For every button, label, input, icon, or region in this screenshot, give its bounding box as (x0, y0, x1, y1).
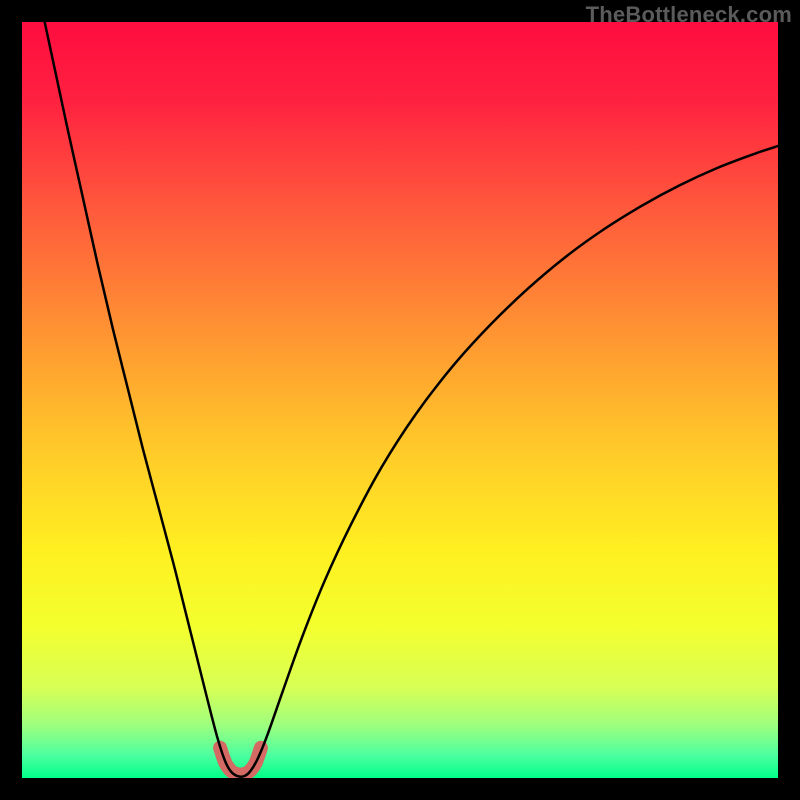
gradient-background (22, 22, 778, 778)
watermark-text: TheBottleneck.com (586, 2, 792, 28)
chart-stage: TheBottleneck.com (0, 0, 800, 800)
bottleneck-chart (0, 0, 800, 800)
